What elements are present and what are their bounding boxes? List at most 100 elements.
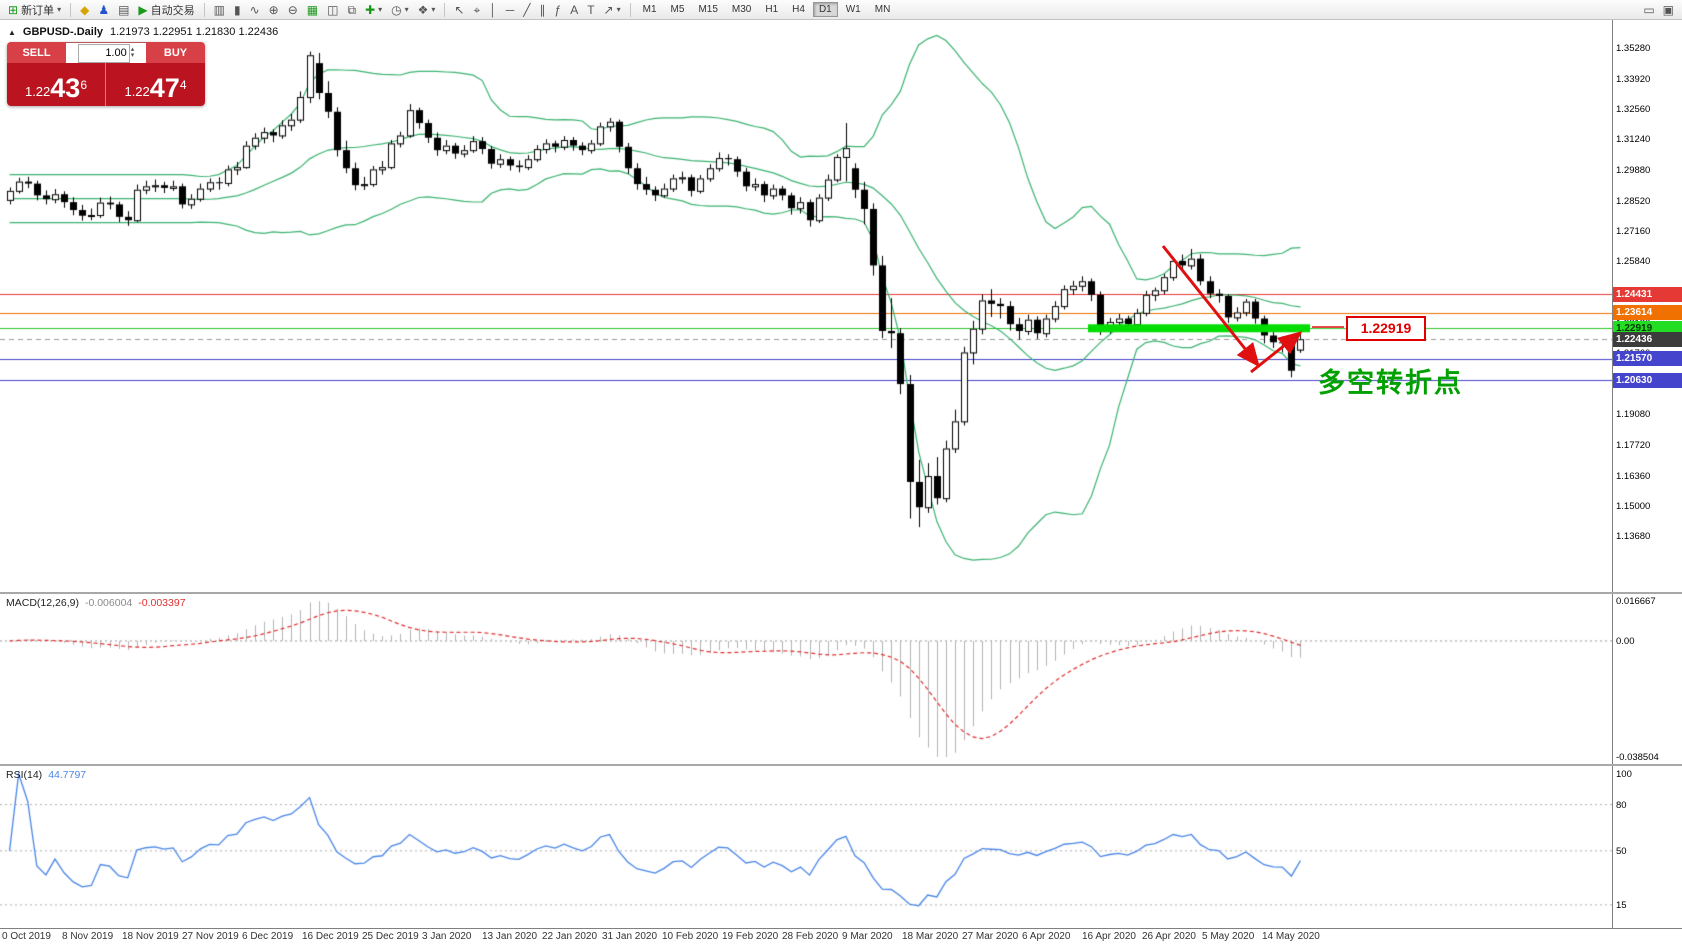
date-label: 8 Nov 2019	[62, 931, 114, 942]
volume-down-icon[interactable]: ▾	[130, 52, 135, 59]
date-label: 3 Jan 2020	[422, 931, 472, 942]
toolbar-separator	[629, 2, 631, 17]
timeframe-button-h4[interactable]: H4	[792, 4, 805, 15]
zoom-in-button[interactable]: ⊕	[265, 3, 283, 17]
rsi-canvas[interactable]	[0, 766, 1612, 928]
new-order-button[interactable]: ⊞ 新订单 ▾	[4, 1, 65, 19]
timeframe-button-m1[interactable]: M1	[642, 4, 657, 15]
price-tick: 1.25840	[1616, 256, 1651, 268]
volume-spinner: ▴ ▾	[130, 46, 135, 59]
text-tool-button[interactable]: A	[566, 3, 582, 17]
cascade-charts-button[interactable]: ⧉	[343, 3, 360, 17]
template-icon: ❖	[417, 2, 429, 17]
macd-axis[interactable]: 0.016667 0.00 -0.038504	[1612, 594, 1682, 764]
sell-price-pips: 43	[50, 73, 81, 103]
date-label: 6 Apr 2020	[1022, 931, 1071, 942]
rsi-axis[interactable]: 100 80 50 15	[1612, 766, 1682, 928]
vertical-line-tool-button[interactable]: │	[485, 3, 501, 17]
fibonacci-tool-button[interactable]: ƒ	[551, 3, 566, 17]
candlestick-chart-button[interactable]: ▮	[230, 3, 245, 17]
rsi-axis-label: 50	[1616, 845, 1627, 857]
date-label: 13 Jan 2020	[482, 931, 538, 942]
date-label: 9 Mar 2020	[842, 931, 893, 942]
grid-icon: ▦	[306, 2, 319, 17]
toolbar-separator	[203, 2, 205, 17]
alerts-button[interactable]: ◆	[76, 3, 93, 17]
new-chart-button[interactable]: ✚ ▾	[361, 3, 386, 17]
sell-price-base: 1.22	[24, 84, 51, 99]
price-chart-canvas[interactable]	[0, 20, 1612, 592]
date-label: 18 Nov 2019	[122, 931, 179, 942]
navigator-button[interactable]: ▤	[114, 3, 133, 17]
trendline-icon: ╱	[523, 2, 531, 17]
window-list-button[interactable]: ▣	[1659, 3, 1678, 17]
rsi-name: RSI(14)	[6, 769, 43, 781]
volume-control: ▴ ▾	[66, 42, 146, 63]
date-label: 27 Mar 2020	[962, 931, 1019, 942]
accounts-icon: ♟	[98, 2, 110, 17]
cursor-tool-button[interactable]: ↖	[450, 3, 468, 17]
chevron-down-icon: ▾	[431, 5, 436, 14]
grid-button[interactable]: ▦	[303, 3, 322, 17]
macd-name: MACD(12,26,9)	[6, 597, 79, 609]
new-chart-icon: ✚	[365, 2, 376, 17]
sell-button[interactable]: SELL	[7, 42, 66, 63]
panel-splitter[interactable]	[0, 592, 1682, 594]
arrows-tool-button[interactable]: ↗ ▾	[600, 3, 625, 17]
horizontal-line-tool-button[interactable]: ─	[502, 3, 519, 17]
chevron-down-icon: ▾	[57, 5, 62, 14]
volume-up-icon[interactable]: ▴	[130, 46, 135, 53]
time-axis[interactable]: 0 Oct 2019 8 Nov 2019 18 Nov 2019 27 Nov 20…	[0, 928, 1682, 945]
date-label: 16 Dec 2019	[302, 931, 359, 942]
zoom-out-button[interactable]: ⊖	[284, 3, 302, 17]
line-chart-button[interactable]: ∿	[246, 3, 264, 17]
tile-windows-button[interactable]: ▭	[1639, 3, 1658, 17]
buy-button[interactable]: BUY	[146, 42, 205, 63]
symbol-period-label: GBPUSD-.Daily	[22, 26, 103, 38]
price-tick: 1.35280	[1616, 42, 1651, 54]
bar-chart-button[interactable]: ▥	[210, 3, 229, 17]
rsi-axis-label: 80	[1616, 799, 1627, 811]
price-callout[interactable]: 1.22919	[1346, 316, 1426, 341]
crosshair-tool-button[interactable]: ⌖	[469, 3, 484, 17]
timeframe-button-mn[interactable]: MN	[874, 4, 891, 15]
date-label: 26 Apr 2020	[1142, 931, 1196, 942]
price-level-tag: 1.24431	[1613, 286, 1682, 302]
toolbar-separator	[70, 2, 72, 17]
turning-point-annotation[interactable]: 多空转折点	[1318, 368, 1463, 398]
autotrading-button[interactable]: ▶ 自动交易	[134, 1, 198, 19]
date-label: 22 Jan 2020	[542, 931, 598, 942]
price-tick: 1.16360	[1616, 470, 1651, 482]
main-toolbar: ⊞ 新订单 ▾ ◆ ♟ ▤ ▶ 自动交易 ▥ ▮ ∿ ⊕ ⊖ ▦ ◫ ⧉ ✚ ▾ …	[0, 0, 1682, 20]
timeframe-button-w1[interactable]: W1	[845, 4, 861, 15]
timeframe-button-m30[interactable]: M30	[731, 4, 752, 15]
volume-input[interactable]	[77, 43, 130, 63]
accounts-button[interactable]: ♟	[94, 3, 113, 17]
timeframe-button-m15[interactable]: M15	[698, 4, 718, 15]
text-label-tool-button[interactable]: T	[583, 3, 598, 17]
channel-tool-button[interactable]: ∥	[536, 3, 550, 17]
clock-icon: ◷	[391, 2, 402, 17]
buy-price-display[interactable]: 1.22 47 4	[106, 63, 205, 106]
timeframe-button-m5[interactable]: M5	[670, 4, 685, 15]
sell-price-pipette: 6	[80, 78, 88, 92]
price-axis[interactable]: 1.35280 1.33920 1.32560 1.31240 1.29880 1.285…	[1612, 20, 1682, 592]
text-icon: A	[570, 2, 579, 17]
trendline-tool-button[interactable]: ╱	[519, 3, 534, 17]
collapse-one-click-icon[interactable]: ▲	[8, 27, 16, 37]
macd-canvas[interactable]	[0, 594, 1612, 764]
chevron-down-icon: ▾	[378, 5, 383, 14]
buy-price-base: 1.22	[124, 84, 150, 99]
buy-price-pips: 47	[149, 73, 180, 103]
templates-button[interactable]: ❖ ▾	[414, 3, 440, 17]
panel-splitter[interactable]	[0, 764, 1682, 766]
price-tick: 1.27160	[1616, 226, 1651, 238]
text-label-icon: T	[587, 2, 595, 17]
timeframe-button-h1[interactable]: H1	[765, 4, 779, 15]
timeframe-button-d1[interactable]: D1	[812, 2, 838, 17]
buy-price-pipette: 4	[179, 78, 187, 92]
periods-button[interactable]: ◷ ▾	[387, 3, 413, 17]
tile-charts-button[interactable]: ◫	[323, 3, 342, 17]
date-label: 6 Dec 2019	[242, 931, 294, 942]
sell-price-display[interactable]: 1.22 43 6	[7, 63, 106, 106]
